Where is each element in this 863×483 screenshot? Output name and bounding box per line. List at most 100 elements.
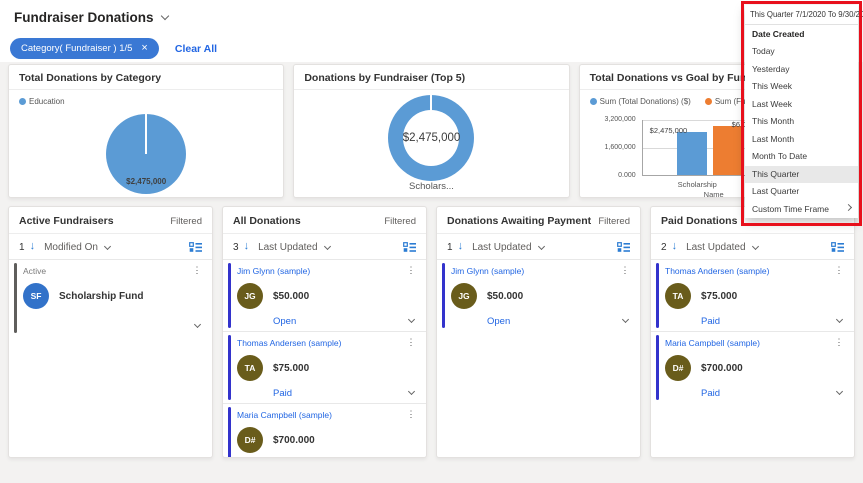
sort-row: 3 ↓ Last Updated [223, 234, 426, 259]
expand-card-icon[interactable] [835, 387, 844, 396]
card-status-label: Active [23, 266, 47, 276]
card-view-icon[interactable] [831, 242, 844, 253]
charts-row: Total Donations by Category Education $2… [8, 64, 855, 198]
menu-item-yesterday[interactable]: Yesterday [752, 63, 790, 74]
chevron-down-icon[interactable] [323, 242, 331, 250]
y-tick: 0.000 [618, 172, 636, 179]
fundraiser-card[interactable]: Active ⋮ SF Scholarship Fund [9, 259, 212, 336]
donation-amount: $700.000 [701, 362, 743, 374]
dropdown-group-label: Date Created [752, 29, 805, 39]
chevron-down-icon[interactable] [160, 11, 169, 21]
donor-link[interactable]: Maria Campbell (sample) [237, 410, 332, 420]
pie-value-label: $2,475,000 [126, 177, 167, 186]
card-view-icon[interactable] [189, 242, 202, 253]
clear-all-link[interactable]: Clear All [174, 42, 218, 55]
donation-card[interactable]: Maria Campbell (sample) ⋮ D# $700.000 Pa… [223, 403, 426, 457]
chart-title: Donations by Fundraiser (Top 5) [294, 65, 569, 90]
card-accent-bar [14, 263, 17, 333]
more-options-icon[interactable]: ⋮ [406, 265, 416, 275]
avatar: TA [665, 283, 691, 309]
more-options-icon[interactable]: ⋮ [834, 337, 844, 347]
list-column-paid-donations: Paid Donations 2 ↓ Last Updated Thomas A… [650, 206, 855, 458]
time-range-select[interactable]: This Quarter 7/1/2020 To 9/30/2020 [745, 5, 863, 25]
menu-item-this-week[interactable]: This Week [752, 81, 792, 91]
menu-item-this-month[interactable]: This Month [752, 116, 795, 126]
menu-item-today[interactable]: Today [752, 46, 775, 56]
donation-card[interactable]: Thomas Andersen (sample) ⋮ TA $75.000 Pa… [651, 259, 854, 331]
column-title: Paid Donations [661, 215, 738, 227]
donation-status-link[interactable]: Paid [701, 387, 721, 399]
donor-link[interactable]: Maria Campbell (sample) [665, 338, 760, 348]
donor-link[interactable]: Thomas Andersen (sample) [665, 266, 770, 276]
pie-chart[interactable]: $2,475,000 [106, 114, 187, 194]
donation-amount: $700.000 [273, 434, 315, 446]
avatar: TA [237, 355, 263, 381]
sort-field-button[interactable]: Last Updated [686, 242, 746, 253]
menu-item-label: Custom Time Frame [752, 203, 829, 214]
card-view-icon[interactable] [403, 242, 416, 253]
filtered-badge: Filtered [170, 215, 202, 227]
expand-card-icon[interactable] [835, 315, 844, 324]
lists-row: Active Fundraisers Filtered 1 ↓ Modified… [8, 206, 855, 458]
menu-item-month-to-date[interactable]: Month To Date [752, 151, 808, 161]
donation-card[interactable]: Jim Glynn (sample) ⋮ JG $50.000 Open [223, 259, 426, 331]
close-icon[interactable]: × [141, 42, 148, 54]
sort-field-button[interactable]: Last Updated [258, 242, 318, 253]
sort-descending-icon[interactable]: ↓ [457, 240, 464, 252]
donut-chart[interactable]: $2,475,000 [388, 95, 475, 181]
card-view-icon[interactable] [617, 242, 630, 253]
legend-label: Education [29, 97, 65, 106]
sort-descending-icon[interactable]: ↓ [29, 240, 36, 252]
bar-total-donations[interactable] [676, 132, 707, 175]
menu-item-last-quarter[interactable]: Last Quarter [752, 186, 800, 196]
more-options-icon[interactable]: ⋮ [192, 265, 202, 275]
sort-row: 1 ↓ Last Updated [437, 234, 640, 259]
donation-amount: $50.000 [487, 290, 524, 302]
page-title: Fundraiser Donations [14, 10, 154, 25]
donut-hole: $2,475,000 [403, 110, 460, 166]
donor-link[interactable]: Thomas Andersen (sample) [237, 338, 342, 348]
chevron-down-icon[interactable] [751, 242, 759, 250]
column-title: Active Fundraisers [19, 215, 114, 227]
chevron-down-icon[interactable] [537, 242, 545, 250]
chevron-down-icon[interactable] [103, 242, 112, 250]
card-accent-bar [442, 263, 445, 328]
more-options-icon[interactable]: ⋮ [834, 265, 844, 275]
donation-card[interactable]: Thomas Andersen (sample) ⋮ TA $75.000 Pa… [223, 331, 426, 403]
avatar: SF [23, 283, 49, 309]
expand-card-icon[interactable] [621, 315, 630, 324]
avatar: JG [451, 283, 477, 309]
sort-descending-icon[interactable]: ↓ [243, 240, 250, 252]
donor-link[interactable]: Jim Glynn (sample) [451, 266, 525, 276]
bar-fundraising-goal[interactable] [712, 126, 741, 175]
filter-chip[interactable]: Category( Fundraiser ) 1/5 × [10, 38, 159, 59]
dashboard-header: Fundraiser Donations [14, 10, 169, 25]
sort-descending-icon[interactable]: ↓ [671, 240, 678, 252]
chart-card-donations-by-fundraiser: Donations by Fundraiser (Top 5) $2,475,0… [293, 64, 570, 198]
more-options-icon[interactable]: ⋮ [406, 337, 416, 347]
filter-bar: Category( Fundraiser ) 1/5 × Clear All [10, 38, 217, 59]
avatar: JG [237, 283, 263, 309]
sort-field-button[interactable]: Modified On [44, 242, 98, 253]
more-options-icon[interactable]: ⋮ [620, 265, 630, 275]
menu-item-custom-time-frame[interactable]: Custom Time Frame [745, 201, 858, 219]
column-title: Donations Awaiting Payment [447, 215, 592, 227]
donation-card[interactable]: Jim Glynn (sample) ⋮ JG $50.000 Open [437, 259, 640, 331]
donor-link[interactable]: Jim Glynn (sample) [237, 266, 311, 276]
menu-item-last-month[interactable]: Last Month [752, 133, 795, 144]
expand-card-icon[interactable] [407, 387, 416, 396]
sort-row: 2 ↓ Last Updated [651, 234, 854, 259]
menu-item-last-week[interactable]: Last Week [752, 98, 793, 109]
expand-card-icon[interactable] [407, 315, 416, 324]
donation-card[interactable]: Maria Campbell (sample) ⋮ D# $700.000 Pa… [651, 331, 854, 403]
expand-card-icon[interactable] [193, 320, 202, 329]
legend-dot-fundraising-goal [704, 98, 712, 105]
donation-status-link[interactable]: Open [273, 315, 297, 327]
chart-title: Total Donations vs Goal by Fundraiser [579, 65, 854, 90]
donation-status-link[interactable]: Paid [273, 387, 293, 399]
sort-field-button[interactable]: Last Updated [472, 242, 532, 253]
more-options-icon[interactable]: ⋮ [406, 409, 416, 419]
menu-item-this-quarter[interactable]: This Quarter [745, 165, 858, 183]
donation-status-link[interactable]: Open [487, 315, 511, 327]
donation-status-link[interactable]: Paid [701, 315, 721, 327]
